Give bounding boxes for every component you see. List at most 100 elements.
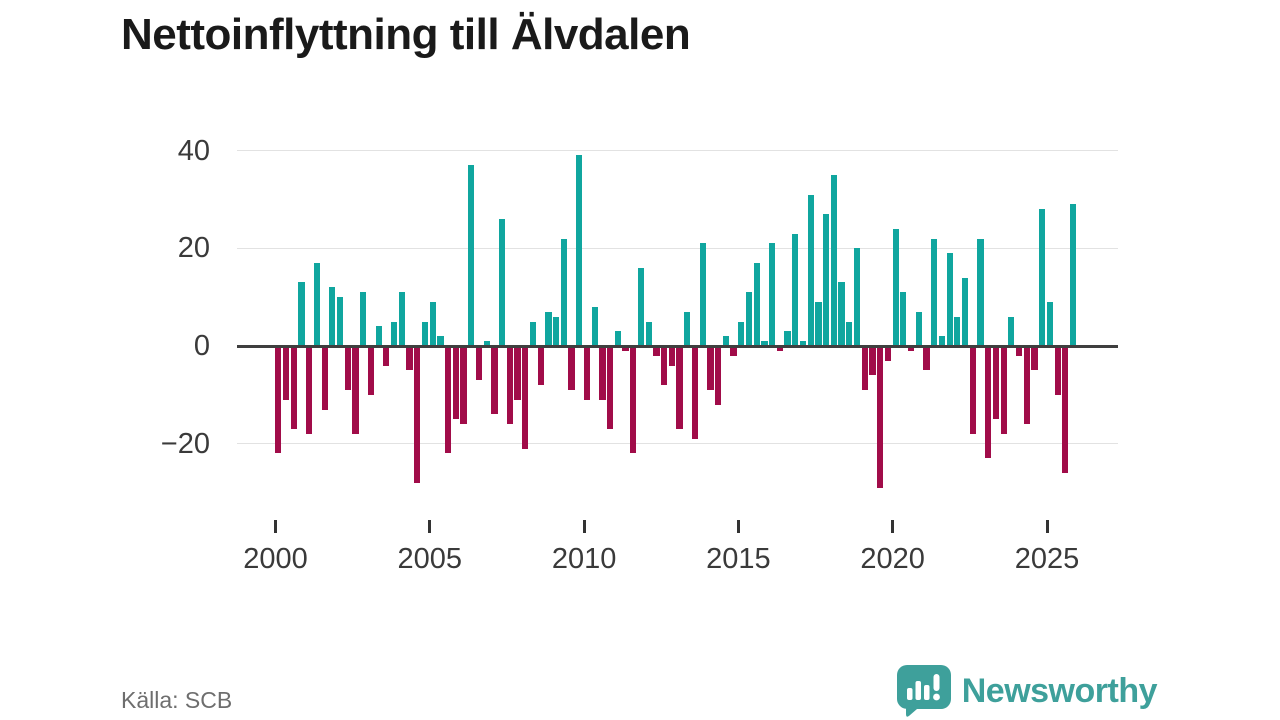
x-tick-2020: [891, 520, 895, 533]
bar-2019-q2: [869, 346, 876, 376]
bar-2000-q4: [298, 282, 305, 346]
bar-2016-q3: [784, 331, 791, 346]
bar-2011-q3: [630, 346, 637, 454]
x-tick-label-2020: 2020: [860, 543, 925, 575]
bar-2008-q2: [529, 321, 537, 346]
bar-2025-q4: [1069, 204, 1077, 346]
bar-2025-q2: [1054, 346, 1061, 395]
bar-2000-q3: [290, 346, 297, 430]
bar-2007-q2: [499, 218, 506, 346]
bar-2023-q4: [1008, 316, 1015, 346]
bar-2022-q1: [954, 316, 961, 346]
bar-2019-q3: [877, 346, 884, 488]
bar-2004-q4: [421, 321, 429, 346]
bar-2020-q3: [907, 346, 915, 351]
gridline-y-40: [237, 150, 1118, 152]
bar-2003-q4: [391, 321, 398, 346]
bar-2010-q2: [591, 306, 598, 346]
gridline-y--20: [237, 443, 1118, 445]
gridline-y-20: [237, 247, 1118, 249]
bar-2010-q4: [607, 346, 614, 430]
bar-2011-q4: [637, 267, 645, 346]
bar-2021-q3: [938, 336, 945, 346]
bar-2017-q2: [807, 194, 814, 346]
bar-2003-q2: [375, 326, 382, 346]
bar-2005-q4: [452, 346, 459, 420]
bar-2012-q2: [653, 346, 660, 356]
bar-2012-q3: [661, 346, 668, 386]
newsworthy-logo-text: Newsworthy: [961, 672, 1158, 710]
bar-2016-q2: [776, 346, 783, 351]
bar-2025-q3: [1062, 346, 1069, 473]
bar-2012-q1: [645, 321, 652, 346]
bar-2009-q2: [560, 238, 567, 346]
y-tick-label-40: 40: [177, 134, 210, 167]
bar-2002-q3: [352, 346, 359, 434]
bar-2024-q4: [1039, 209, 1046, 346]
bar-2010-q3: [599, 346, 606, 400]
x-tick-label-2000: 2000: [243, 543, 308, 575]
bar-2014-q1: [707, 346, 714, 390]
bar-2006-q4: [483, 341, 490, 346]
x-tick-label-2005: 2005: [397, 543, 463, 575]
bar-2018-q3: [846, 321, 853, 346]
bar-2013-q3: [691, 346, 699, 439]
bar-2011-q1: [614, 331, 621, 346]
y-tick-label-0: 0: [193, 330, 210, 362]
bar-2000-q1: [275, 346, 282, 454]
bar-2021-q4: [946, 253, 953, 346]
bar-2025-q1: [1046, 302, 1053, 346]
bar-2018-q2: [838, 282, 845, 346]
bar-2009-q3: [568, 346, 575, 390]
bar-2023-q3: [1000, 346, 1007, 434]
bar-2011-q2: [622, 346, 629, 351]
bar-2009-q4: [576, 155, 583, 346]
bar-2008-q3: [537, 346, 544, 386]
x-tick-2025: [1045, 520, 1049, 533]
bar-2007-q1: [491, 346, 498, 415]
chart-title: Nettoinflyttning till Älvdalen: [121, 10, 691, 59]
bar-2022-q2: [961, 277, 969, 346]
bar-2014-q3: [722, 336, 729, 346]
source-note: Källa: SCB: [121, 687, 233, 713]
bar-2016-q1: [769, 243, 776, 346]
bar-2003-q3: [383, 346, 390, 366]
bar-2017-q1: [799, 341, 807, 346]
bar-2006-q2: [468, 165, 475, 346]
bar-2015-q3: [753, 262, 760, 346]
bar-2015-q1: [738, 321, 745, 346]
bar-2001-q4: [329, 287, 336, 346]
bar-2007-q3: [506, 346, 513, 425]
bar-2023-q2: [992, 346, 999, 420]
zero-axis-line: [237, 344, 1118, 348]
bar-2016-q4: [792, 233, 799, 346]
x-tick-label-2010: 2010: [551, 543, 617, 575]
plot-area: [237, 140, 1118, 540]
bar-2024-q2: [1023, 346, 1030, 425]
bar-2020-q2: [900, 292, 907, 346]
y-tick-label--20: −20: [160, 427, 210, 460]
bar-2015-q4: [761, 341, 768, 346]
bar-2013-q4: [699, 243, 706, 346]
bar-2024-q1: [1015, 346, 1023, 356]
bar-2002-q4: [360, 292, 367, 346]
x-tick-label-2025: 2025: [1014, 543, 1080, 575]
bar-2000-q2: [283, 346, 290, 400]
bar-2005-q1: [429, 302, 436, 346]
bar-2022-q4: [977, 238, 984, 346]
x-tick-2010: [582, 520, 586, 533]
bar-2001-q1: [306, 346, 313, 434]
bar-2014-q4: [730, 346, 737, 356]
bar-2019-q1: [861, 346, 868, 390]
bar-2008-q1: [522, 346, 529, 449]
bar-2019-q4: [884, 346, 891, 361]
bar-2004-q1: [398, 292, 405, 346]
bar-2020-q4: [915, 311, 922, 346]
bar-2008-q4: [545, 311, 552, 346]
x-tick-label-2015: 2015: [706, 543, 771, 575]
bar-2003-q1: [367, 346, 375, 395]
x-tick-2000: [274, 520, 277, 533]
bar-2005-q2: [437, 336, 444, 346]
bar-2006-q3: [475, 346, 483, 381]
y-tick-label-20: 20: [177, 232, 210, 265]
